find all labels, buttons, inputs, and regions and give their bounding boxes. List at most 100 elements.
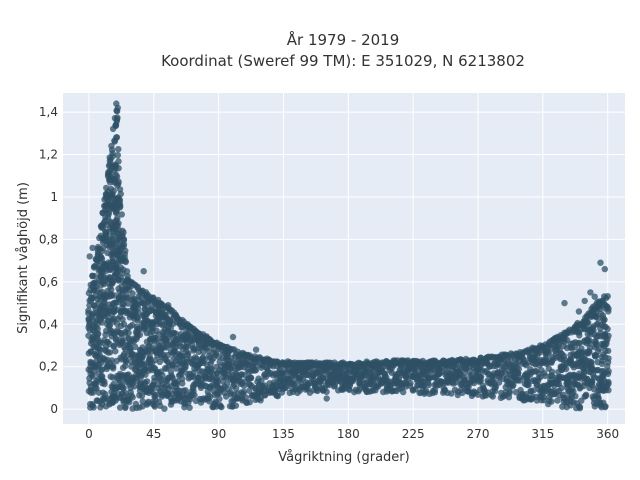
- data-point: [216, 395, 223, 403]
- data-point: [106, 349, 114, 356]
- data-point: [459, 389, 466, 396]
- data-point: [598, 360, 606, 367]
- data-point: [191, 392, 198, 399]
- data-point: [524, 377, 531, 385]
- data-point: [431, 389, 439, 396]
- data-point: [576, 332, 583, 339]
- data-point: [91, 272, 98, 280]
- data-point: [143, 378, 151, 385]
- data-point: [126, 399, 133, 406]
- data-point: [119, 385, 127, 392]
- data-point: [101, 378, 108, 385]
- data-point: [261, 392, 268, 399]
- data-point: [113, 134, 120, 141]
- data-point: [131, 383, 138, 390]
- x-tick-label: 360: [596, 427, 619, 441]
- data-point: [548, 398, 555, 405]
- x-tick-label: 180: [337, 427, 360, 441]
- data-point: [604, 336, 611, 343]
- data-point: [567, 357, 574, 364]
- data-point: [516, 374, 523, 381]
- data-point: [515, 365, 523, 373]
- x-tick-label: 90: [211, 427, 226, 441]
- data-point: [165, 302, 172, 309]
- data-point: [115, 178, 122, 185]
- data-point: [257, 397, 264, 404]
- y-tick-label: 0,8: [39, 232, 58, 246]
- chart-title-line-2: Koordinat (Sweref 99 TM): E 351029, N 62…: [161, 52, 525, 70]
- data-point: [169, 361, 176, 369]
- data-point: [182, 364, 189, 371]
- data-point: [605, 380, 612, 387]
- data-point: [186, 404, 193, 411]
- data-point: [323, 388, 330, 395]
- data-point: [90, 404, 97, 411]
- data-point: [113, 173, 121, 181]
- data-point: [89, 373, 96, 380]
- x-tick-label: 45: [146, 427, 161, 441]
- data-point: [179, 380, 186, 387]
- data-point: [120, 229, 127, 236]
- data-point: [112, 348, 119, 355]
- x-tick-label: 0: [85, 427, 93, 441]
- data-point: [506, 389, 513, 397]
- data-point: [94, 325, 101, 333]
- data-point: [232, 385, 240, 392]
- chart-title-line-1: År 1979 - 2019: [287, 30, 400, 49]
- data-point: [129, 290, 136, 297]
- data-point: [156, 358, 163, 366]
- data-point: [116, 404, 124, 411]
- data-point: [562, 365, 570, 373]
- data-point: [116, 196, 123, 203]
- data-point: [140, 268, 147, 275]
- data-point: [585, 319, 592, 326]
- data-point: [540, 393, 547, 401]
- data-point: [108, 357, 116, 364]
- data-point: [151, 402, 158, 409]
- data-point: [496, 361, 503, 368]
- data-point: [477, 373, 485, 381]
- data-point: [112, 397, 120, 404]
- data-point: [247, 374, 254, 382]
- data-point: [597, 259, 604, 266]
- data-point: [594, 315, 602, 322]
- data-point: [197, 381, 204, 388]
- data-point: [105, 176, 113, 184]
- x-tick-label: 225: [402, 427, 425, 441]
- data-point: [201, 356, 208, 363]
- y-tick-label: 0,6: [39, 275, 58, 289]
- data-point: [581, 369, 588, 376]
- data-point: [218, 403, 225, 411]
- data-point: [587, 289, 594, 296]
- data-point: [400, 388, 407, 396]
- data-point: [161, 405, 168, 412]
- data-point: [605, 368, 612, 375]
- data-point: [588, 359, 595, 366]
- data-point: [489, 393, 496, 400]
- data-point: [323, 395, 330, 402]
- data-point: [240, 382, 248, 389]
- data-point: [93, 334, 101, 341]
- data-point: [108, 142, 115, 150]
- data-point: [560, 352, 568, 360]
- data-point: [98, 366, 106, 373]
- data-point: [97, 347, 104, 354]
- data-point: [89, 244, 96, 252]
- y-tick-label: 0: [50, 402, 58, 416]
- data-point: [252, 346, 260, 353]
- data-point: [495, 379, 503, 386]
- data-point: [86, 253, 93, 260]
- data-point: [240, 388, 248, 395]
- data-point: [581, 297, 588, 305]
- data-point: [122, 362, 129, 370]
- y-tick-label: 0,4: [39, 317, 58, 331]
- data-point: [589, 379, 596, 386]
- data-points: [85, 100, 612, 412]
- data-point: [115, 165, 122, 172]
- data-point: [586, 344, 594, 352]
- data-point: [114, 104, 122, 112]
- data-point: [132, 343, 139, 351]
- data-point: [491, 384, 498, 392]
- data-point: [601, 316, 608, 323]
- data-point: [208, 365, 215, 372]
